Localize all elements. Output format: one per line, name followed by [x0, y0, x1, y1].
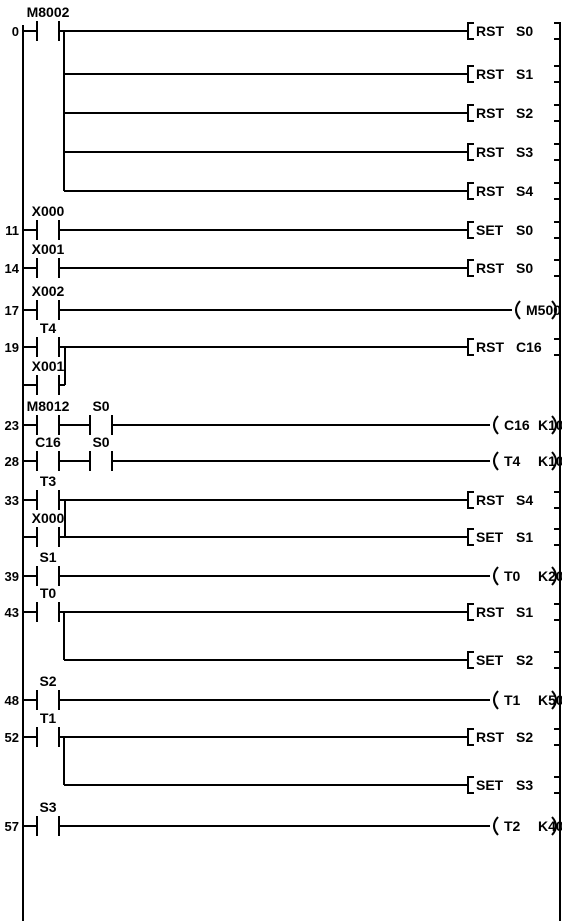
instr-dev: S0: [516, 260, 533, 276]
contact-label: X001: [32, 241, 65, 257]
coil-dev: C16: [504, 417, 530, 433]
step-number: 48: [5, 693, 19, 708]
instr-dev: S3: [516, 777, 533, 793]
instr-op: SET: [476, 529, 504, 545]
instr-op: RST: [476, 183, 504, 199]
instr-op: SET: [476, 222, 504, 238]
instr-op: RST: [476, 492, 504, 508]
contact-label: X000: [32, 203, 65, 219]
step-number: 14: [5, 261, 20, 276]
contact-label: S2: [39, 673, 56, 689]
instr-op: RST: [476, 604, 504, 620]
contact-label: T4: [40, 320, 57, 336]
contact-label: S3: [39, 799, 56, 815]
coil-arg: K10: [538, 417, 562, 433]
instr-op: RST: [476, 144, 504, 160]
step-number: 11: [5, 223, 19, 238]
instr-dev: S1: [516, 604, 533, 620]
instr-op: RST: [476, 105, 504, 121]
instr-op: RST: [476, 260, 504, 276]
coil-arg: K200: [538, 568, 562, 584]
contact-label: X000: [32, 510, 65, 526]
coil-dev: T0: [504, 568, 521, 584]
instr-dev: S2: [516, 729, 533, 745]
step-number: 57: [5, 819, 19, 834]
instr-dev: S1: [516, 66, 533, 82]
instr-op: RST: [476, 729, 504, 745]
contact-label: M8002: [27, 4, 70, 20]
instr-dev: C16: [516, 339, 542, 355]
instr-op: SET: [476, 652, 504, 668]
instr-dev: S0: [516, 222, 533, 238]
coil-arg: K50: [538, 692, 562, 708]
contact-label: T3: [40, 473, 57, 489]
step-number: 33: [5, 493, 19, 508]
instr-dev: S3: [516, 144, 533, 160]
step-number: 52: [5, 730, 19, 745]
instr-dev: S2: [516, 652, 533, 668]
coil-arg: K400: [538, 818, 562, 834]
contact-label: X001: [32, 358, 65, 374]
instr-dev: S4: [516, 492, 533, 508]
contact-label: M8012: [27, 398, 70, 414]
coil-dev: T4: [504, 453, 521, 469]
instr-dev: S2: [516, 105, 533, 121]
contact-label: T0: [40, 585, 57, 601]
step-number: 17: [5, 303, 19, 318]
instr-op: SET: [476, 777, 504, 793]
coil-dev: T1: [504, 692, 521, 708]
step-number: 19: [5, 340, 19, 355]
step-number: 43: [5, 605, 19, 620]
instr-dev: S1: [516, 529, 533, 545]
instr-dev: S4: [516, 183, 533, 199]
coil-arg: K10: [538, 453, 562, 469]
instr-op: RST: [476, 23, 504, 39]
contact-label: S0: [92, 398, 109, 414]
contact-label: S0: [92, 434, 109, 450]
instr-op: RST: [476, 339, 504, 355]
contact-label: T1: [40, 710, 57, 726]
step-number: 0: [12, 24, 19, 39]
contact-label: X002: [32, 283, 65, 299]
ladder-diagram: 0 M8002 RST S0 RST S1 RST S2 RST S3 RST S4 11 X000 SET…: [0, 0, 562, 921]
contact-label: C16: [35, 434, 61, 450]
contact-label: S1: [39, 549, 56, 565]
step-number: 28: [5, 454, 19, 469]
coil-dev: T2: [504, 818, 521, 834]
instr-dev: S0: [516, 23, 533, 39]
step-number: 39: [5, 569, 19, 584]
step-number: 23: [5, 418, 19, 433]
instr-op: RST: [476, 66, 504, 82]
